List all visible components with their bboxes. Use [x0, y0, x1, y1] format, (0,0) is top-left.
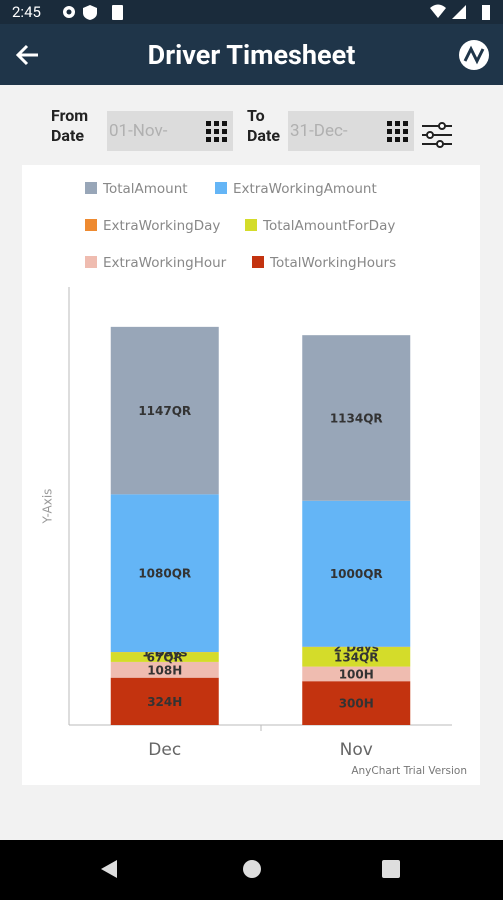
filter-button[interactable]	[420, 122, 454, 148]
legend-label: TotalAmountForDay	[262, 218, 395, 234]
nav-back[interactable]	[101, 860, 117, 878]
value-label: 108H	[147, 663, 182, 677]
to-date-input[interactable]: 31-Dec-	[288, 111, 414, 151]
app-logo[interactable]	[458, 39, 490, 71]
value-label: 1147QR	[138, 404, 191, 418]
bar-segment	[110, 661, 219, 678]
from-label: From Date	[51, 106, 89, 145]
value-label: 67QR	[147, 651, 183, 665]
legend-swatch	[85, 182, 97, 194]
legend-swatch	[215, 182, 227, 194]
status-indicators	[430, 4, 490, 20]
y-axis-title: Y-Axis	[41, 489, 55, 525]
back-button[interactable]	[14, 42, 42, 68]
value-label: 134QR	[334, 650, 379, 664]
legend-swatch	[252, 256, 264, 268]
x-tick-label: Nov	[340, 740, 373, 760]
from-date-value: 01-Nov-	[109, 121, 168, 141]
legend-swatch	[85, 256, 97, 268]
nav-buttons	[101, 860, 400, 878]
from-calendar-icon[interactable]	[206, 121, 228, 143]
value-label: 1000QR	[330, 567, 383, 581]
watermark: AnyChart Trial Version	[351, 765, 467, 777]
legend-swatch	[85, 219, 97, 231]
nav-bar	[0, 840, 503, 900]
bar-segment	[110, 677, 219, 725]
bar-segment	[110, 652, 219, 662]
app-title: Driver Timesheet	[147, 39, 356, 71]
bar-segment	[302, 500, 411, 647]
nav-home[interactable]	[243, 860, 261, 878]
value-label: 1134QR	[330, 411, 383, 425]
legend-label: ExtraWorkingAmount	[233, 181, 377, 197]
legend-label: TotalAmount	[102, 181, 188, 197]
status-bar: 2:45	[0, 0, 503, 24]
to-calendar-icon[interactable]	[387, 121, 409, 143]
value-label: 300H	[339, 697, 374, 711]
legend-swatch	[245, 219, 257, 231]
bar-segment	[302, 647, 411, 667]
bar-segment	[302, 666, 411, 682]
from-date-input[interactable]: 01-Nov-	[107, 111, 233, 151]
value-label: 324H	[147, 695, 182, 709]
to-date-value: 31-Dec-	[290, 121, 348, 141]
bar-segment	[110, 494, 219, 652]
bar-segment	[302, 681, 411, 725]
legend-label: ExtraWorkingDay	[103, 218, 220, 234]
chart: Y-Axis AnyChart Trial Version TotalAmoun…	[22, 165, 480, 785]
app-bar: Driver Timesheet	[0, 24, 503, 85]
legend-label: ExtraWorkingHour	[103, 255, 227, 271]
legend-label: TotalWorkingHours	[269, 255, 396, 271]
bar-segment	[302, 335, 411, 501]
value-label: 1080QR	[138, 567, 191, 581]
status-icons	[63, 5, 123, 20]
nav-recent[interactable]	[382, 860, 400, 878]
bar-segment	[110, 326, 219, 495]
x-tick-label: Dec	[148, 740, 181, 760]
value-label: 100H	[339, 667, 374, 681]
status-time: 2:45	[12, 3, 41, 21]
to-label: To Date	[247, 106, 281, 145]
